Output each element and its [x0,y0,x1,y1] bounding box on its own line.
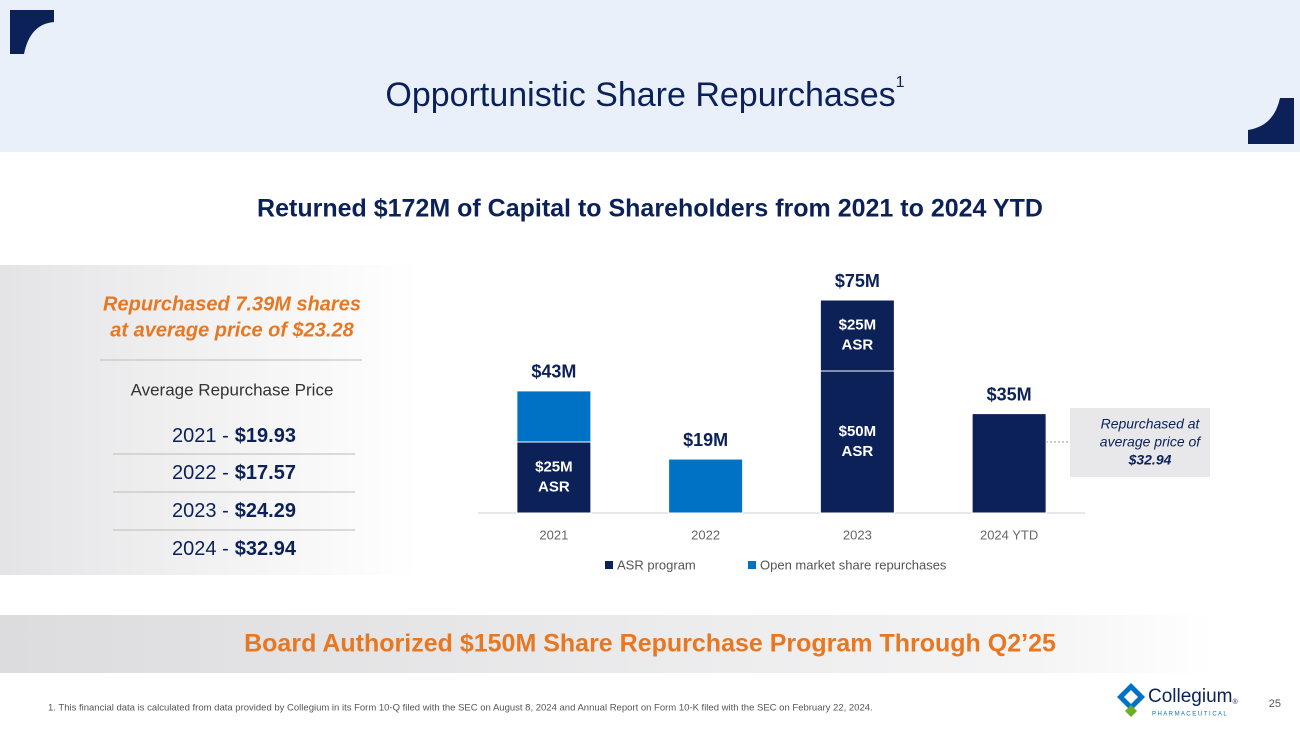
price-year: 2022 - [172,462,229,484]
legend-swatch [605,561,613,569]
bar-segment [516,441,592,514]
price-value: $17.57 [235,462,296,484]
summary-headline: at average price of $23.28 [110,319,354,341]
x-tick-label: 2022 [691,527,720,542]
banner: Board Authorized $150M Share Repurchase … [244,630,1056,658]
logo-text: Collegium [1148,686,1232,707]
price-row: 2022 - $17.57 [172,462,296,484]
legend-label: Open market share repurchases [760,557,947,572]
title-superscript: 1 [896,74,905,91]
callout-text: average price of [1100,434,1203,450]
segment-label: ASR [842,336,874,353]
segment-label: ASR [538,478,570,495]
page-number: 25 [1269,698,1281,710]
total-label: $75M [835,271,880,291]
legend-swatch [748,561,756,569]
callout-box [1070,408,1210,477]
bar-segment [971,413,1047,514]
price-value: $32.94 [235,538,297,560]
bar-segment [668,458,744,514]
segment-label: $50M [839,423,877,440]
logo-registered: ® [1232,698,1238,706]
price-year: 2021 - [172,425,229,447]
slide-title: Opportunistic Share Repurchases1 [385,74,904,114]
banner-band [0,615,1215,673]
price-row: 2023 - $24.29 [172,500,296,522]
total-label: $19M [683,430,728,450]
segment-label: $25M [535,458,573,475]
logo-mark [1124,690,1138,704]
header-band [0,0,1300,152]
footnote: 1. This financial data is calculated fro… [48,703,873,714]
corner-mark [10,10,54,54]
logo-tagline: P H A R M A C E U T I C A L [1152,712,1227,718]
price-year: 2023 - [172,500,229,522]
total-label: $35M [987,384,1032,404]
price-value: $19.93 [235,425,296,447]
subtitle: Returned $172M of Capital to Shareholder… [257,195,1043,223]
callout-text: $32.94 [1128,452,1172,468]
price-year: 2024 - [172,538,229,560]
segment-label: ASR [842,443,874,460]
logo-name: Collegium® [1148,686,1238,707]
x-tick-label: 2021 [539,527,568,542]
x-tick-label: 2023 [843,527,872,542]
callout-text: Repurchased at [1101,416,1201,432]
legend-label: ASR program [617,557,696,572]
logo: Collegium® P H A R M A C E U T I C A L [1117,683,1238,718]
price-value: $24.29 [235,500,296,522]
bar-segment [516,390,592,443]
title-text: Opportunistic Share Repurchases [385,76,895,114]
logo-mark [1125,705,1137,717]
segment-label: $25M [839,316,877,333]
summary-panel [0,265,418,575]
bar-segment [819,299,895,372]
price-row: 2024 - $32.94 [172,538,297,560]
x-tick-label: 2024 YTD [980,527,1038,542]
price-heading: Average Repurchase Price [131,380,334,399]
total-label: $43M [531,362,576,382]
summary-headline: Repurchased 7.39M shares [103,293,361,315]
price-row: 2021 - $19.93 [172,425,296,447]
bar-segment [819,370,895,514]
corner-mark [1248,98,1294,144]
